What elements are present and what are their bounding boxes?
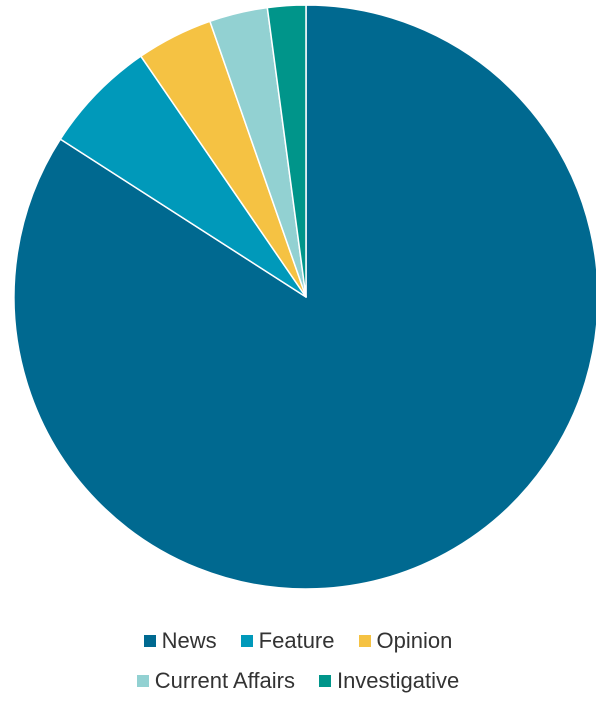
legend-label-feature: Feature [258,628,335,653]
legend-swatch-opinion [358,635,371,647]
legend-item-feature: Feature [240,628,335,654]
legend-swatch-current-affairs [136,675,149,687]
legend-swatch-feature [240,635,253,647]
legend-item-current-affairs: Current Affairs [136,668,295,694]
legend-item-opinion: Opinion [358,628,453,654]
legend-label-news: News [161,628,217,653]
legend-label-current-affairs: Current Affairs [154,668,295,693]
legend-item-news: News [143,628,217,654]
pie-chart-svg [13,4,596,590]
pie-slice-investigative [266,4,307,298]
legend-row: Current Affairs Investigative [136,668,460,694]
legend-item-investigative: Investigative [318,668,460,694]
legend-label-opinion: Opinion [376,628,453,653]
pie-slice-feature [59,55,307,298]
legend-label-investigative: Investigative [336,668,460,693]
legend-swatch-news [143,635,156,647]
legend-row: News Feature Opinion [143,628,453,654]
chart-legend: News Feature Opinion Current Affairs Investi… [0,628,596,694]
pie-chart [13,4,596,590]
legend-swatch-investigative [318,675,331,687]
